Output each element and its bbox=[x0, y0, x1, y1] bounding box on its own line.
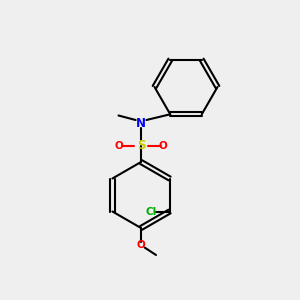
Text: O: O bbox=[158, 140, 167, 151]
Text: Cl: Cl bbox=[146, 206, 157, 217]
Text: O: O bbox=[115, 140, 124, 151]
Text: S: S bbox=[137, 139, 145, 152]
Text: N: N bbox=[136, 116, 146, 130]
Text: O: O bbox=[136, 239, 146, 250]
